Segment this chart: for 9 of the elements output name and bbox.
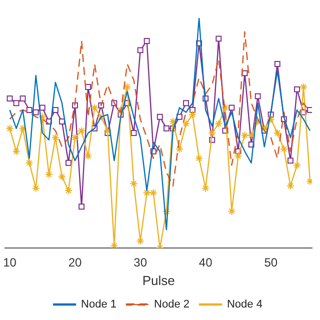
x-tick-label: 30	[134, 256, 148, 270]
x-axis-title: Pulse	[142, 272, 175, 288]
x-tick-label: 10	[3, 256, 17, 270]
legend-label: Node 1	[81, 298, 117, 311]
legend-label: Node 4	[226, 298, 262, 311]
x-tick-label: 20	[68, 256, 82, 270]
legend-label: Node 2	[154, 298, 190, 311]
x-tick-label: 50	[264, 256, 278, 270]
x-tick-label: 40	[198, 256, 213, 270]
